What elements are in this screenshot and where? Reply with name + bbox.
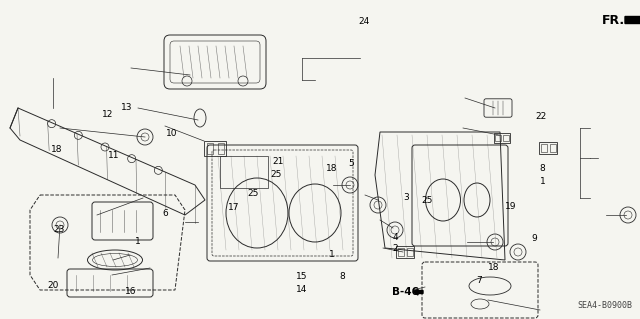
Text: 8: 8	[340, 272, 345, 281]
Text: 8: 8	[540, 164, 545, 173]
Bar	[550, 144, 556, 152]
Bar	[494, 133, 510, 143]
Text: 20: 20	[47, 281, 59, 290]
Bar	[204, 140, 226, 155]
Text: 9: 9	[532, 234, 537, 243]
Bar	[406, 248, 413, 256]
Text: 22: 22	[535, 112, 547, 121]
Text: 16: 16	[125, 287, 137, 296]
Text: 4: 4	[393, 233, 398, 242]
Text: 1: 1	[135, 237, 140, 246]
Text: 11: 11	[108, 151, 120, 160]
Bar	[541, 144, 547, 152]
Bar	[396, 246, 414, 258]
Text: 25: 25	[247, 189, 259, 198]
Text: 17: 17	[228, 204, 239, 212]
Bar	[220, 156, 268, 188]
Text: 19: 19	[505, 202, 516, 211]
Bar	[495, 135, 501, 141]
Text: 23: 23	[54, 225, 65, 234]
Text: B-46: B-46	[392, 287, 419, 297]
Bar	[539, 142, 557, 154]
Text: 18: 18	[326, 164, 337, 173]
Text: 10: 10	[166, 129, 177, 138]
Text: 24: 24	[358, 17, 369, 26]
FancyArrow shape	[625, 14, 640, 26]
Text: FR.: FR.	[602, 13, 625, 26]
Text: 2: 2	[393, 244, 398, 253]
Bar	[397, 248, 403, 256]
Text: 25: 25	[422, 196, 433, 205]
Bar	[207, 143, 212, 153]
Text: 13: 13	[121, 103, 132, 112]
Bar	[503, 135, 509, 141]
Text: 6: 6	[163, 209, 168, 218]
Bar	[218, 143, 223, 153]
Text: 25: 25	[271, 170, 282, 179]
Text: 1: 1	[329, 250, 334, 259]
Text: 5: 5	[348, 159, 353, 168]
Text: SEA4-B0900B: SEA4-B0900B	[577, 300, 632, 309]
Text: 12: 12	[102, 110, 113, 119]
Text: 21: 21	[273, 157, 284, 166]
Text: 18: 18	[488, 263, 500, 272]
FancyArrow shape	[413, 289, 423, 295]
Text: 15: 15	[296, 272, 308, 281]
Text: 1: 1	[540, 177, 545, 186]
Text: 18: 18	[51, 145, 62, 154]
Text: 7: 7	[476, 276, 481, 285]
Text: 3: 3	[404, 193, 409, 202]
Text: 14: 14	[296, 285, 308, 294]
